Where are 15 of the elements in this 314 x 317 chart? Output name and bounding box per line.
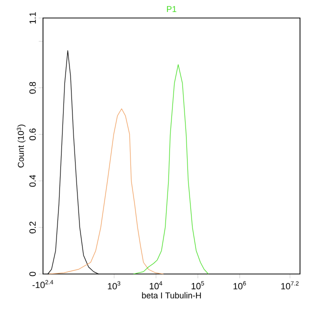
x-tick-label: 10$^{6}$ xyxy=(234,281,246,290)
y-tick-label: 0.8 xyxy=(29,82,36,94)
x-tick-label: 10$^{4}$ xyxy=(150,281,162,290)
y-tick-label: 0.2 xyxy=(29,222,36,234)
y-tick-label: 0.6 xyxy=(29,128,36,140)
y-axis-title: Count (10$^{3}$) xyxy=(16,124,26,168)
x-tick-label: 10$^{7.2}$ xyxy=(281,281,299,290)
y-tick-label: 1.1 xyxy=(30,12,36,24)
chart-title: P1 xyxy=(167,6,176,12)
x-axis-title: beta I Tubulin-H xyxy=(142,292,201,298)
x-tick-label: 10$^{5}$ xyxy=(192,281,204,290)
text: -10$^{2.4}$ xyxy=(32,280,54,288)
y-tick-label: 0.4 xyxy=(29,174,36,187)
x-tick-label: 10$^{3}$ xyxy=(108,281,120,290)
y-tick-label: 0 xyxy=(29,272,36,276)
